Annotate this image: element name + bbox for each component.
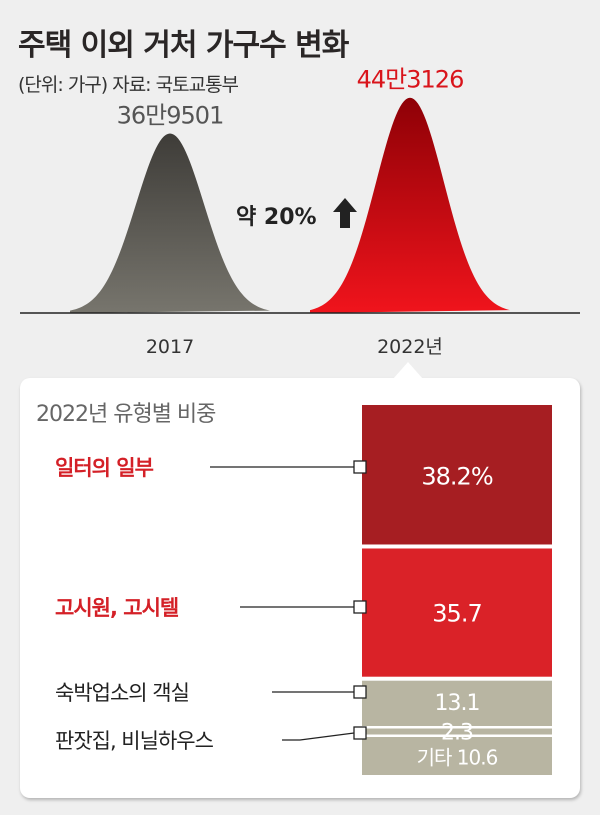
leader-marker [353,726,367,740]
year-label: 2017 [146,336,194,358]
segment-value-label: 13.1 [435,691,480,716]
segment-value-label: 35.7 [432,600,481,628]
leader-marker [353,460,367,474]
chart-title: 주택 이외 거처 가구수 변화 [18,28,349,63]
segment-value-label: 38.2% [421,463,492,491]
bell-2022년 [310,97,510,313]
category-label: 고시원, 고시텔 [55,596,179,620]
value-label: 36만9501 [117,102,224,130]
year-label: 2022년 [377,336,443,358]
leader-marker [353,600,367,614]
arrow-up-icon [333,198,357,228]
value-label: 44만3126 [357,66,464,94]
segment-gap [362,676,552,681]
bar-segment [362,727,552,736]
bell-2017 [70,133,270,313]
category-label: 판잣집, 비닐하우스 [55,729,214,753]
segment-gap [362,544,552,549]
bar-segment [362,405,552,547]
bar-segment [362,735,552,775]
segment-value-label: 기타 10.6 [417,745,498,769]
category-label: 일터의 일부 [55,456,154,480]
segment-value-label: 2.3 [441,720,473,745]
category-label: 숙박업소의 객실 [55,681,189,705]
leader-marker [353,685,367,699]
growth-annotation: 약 20% [236,205,317,230]
household-count-chart: 36만9501 2017 44만3126 2022년 약 20% [20,66,580,358]
leader-line [282,732,355,741]
panel-title: 2022년 유형별 비중 [36,402,216,427]
panel-pointer [393,362,423,379]
bar-segment [362,546,552,679]
chart-subtitle: (단위: 가구) 자료: 국토교통부 [18,74,239,96]
bar-segment [362,678,552,728]
